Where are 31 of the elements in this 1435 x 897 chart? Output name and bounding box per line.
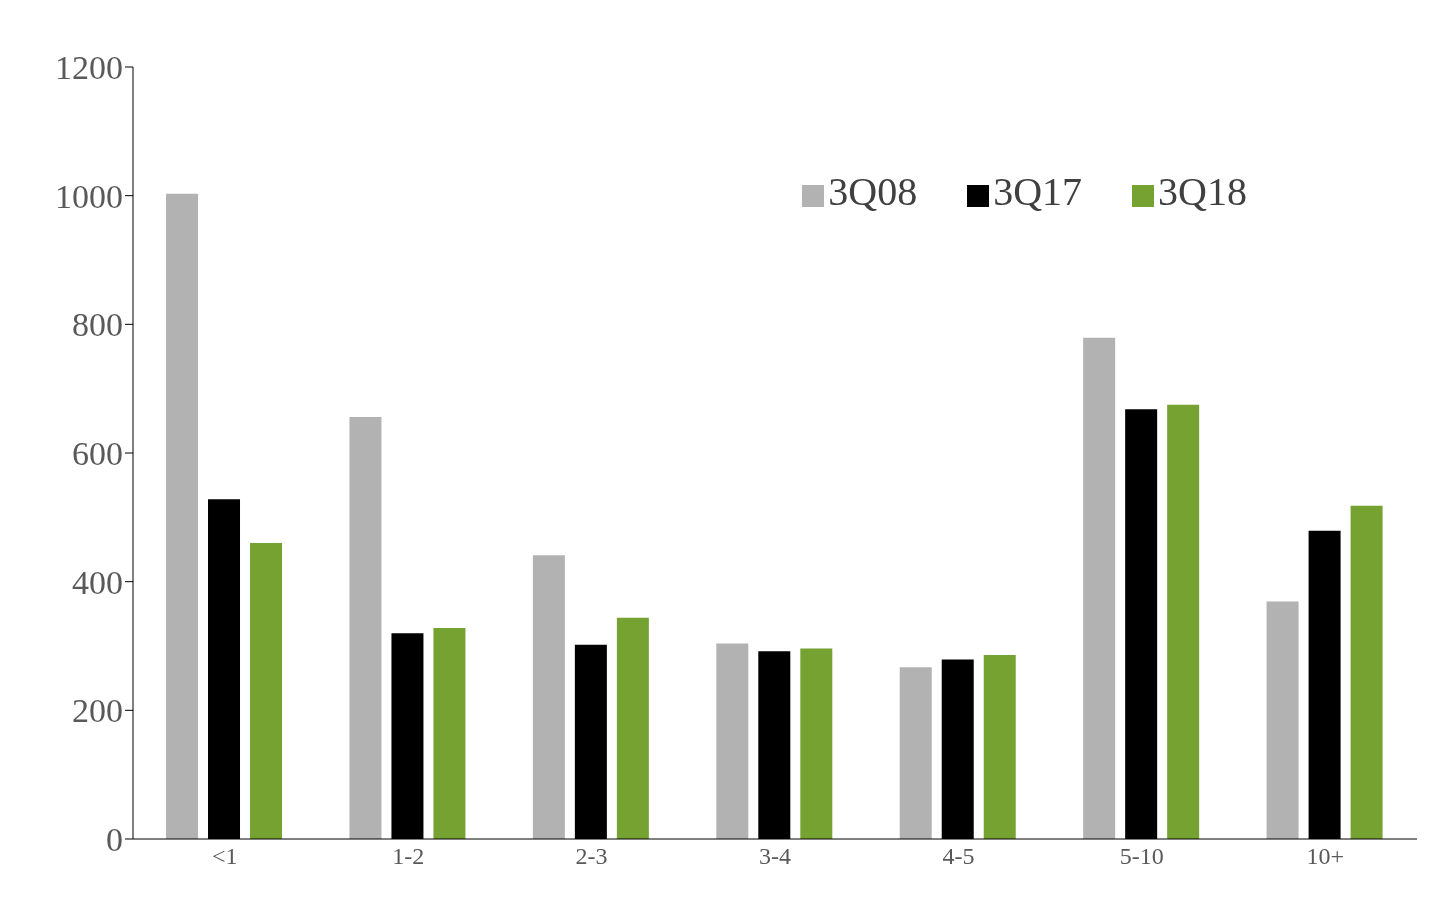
y-tick-label: 400 <box>72 563 123 601</box>
bar <box>983 655 1016 839</box>
bar <box>1167 404 1200 839</box>
bar <box>1266 601 1299 839</box>
bar <box>1083 337 1116 839</box>
legend-label: 3Q17 <box>993 169 1083 214</box>
x-tick-label: 1-2 <box>392 843 425 870</box>
x-tick-label: <1 <box>211 843 238 870</box>
y-tick-label: 1200 <box>55 49 123 87</box>
y-tick-label: 1000 <box>55 177 123 215</box>
bar <box>899 667 932 839</box>
x-tick-label: 3-4 <box>759 843 791 870</box>
bar <box>800 648 833 839</box>
bar <box>433 627 466 839</box>
y-tick-label: 200 <box>72 692 123 730</box>
y-tick-label: 0 <box>106 821 123 859</box>
legend-label: 3Q08 <box>828 169 918 214</box>
x-tick-label: 10+ <box>1306 843 1345 870</box>
bar <box>532 555 565 839</box>
bar <box>250 543 283 839</box>
bar <box>166 193 199 839</box>
x-tick-label: 5-10 <box>1119 843 1164 870</box>
x-tick-label: 4-5 <box>942 843 975 870</box>
bar <box>1350 505 1383 839</box>
legend-label: 3Q18 <box>1158 169 1247 214</box>
y-tick-label: 800 <box>72 306 123 344</box>
x-tick-label: 2-3 <box>575 843 608 870</box>
y-tick-label: 600 <box>72 435 123 473</box>
bar <box>616 617 649 839</box>
bar <box>716 643 749 839</box>
bar <box>349 416 382 839</box>
